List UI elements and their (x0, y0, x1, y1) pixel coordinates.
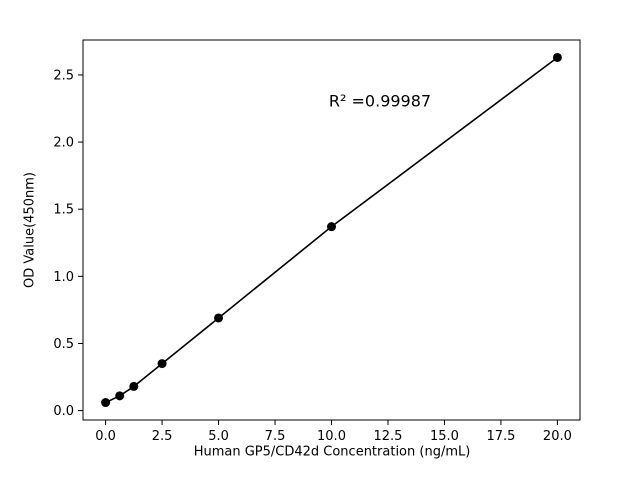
x-tick-label: 0.0 (95, 429, 116, 444)
x-tick-label: 20.0 (543, 429, 572, 444)
data-point (327, 222, 336, 232)
y-tick-label: 0.5 (53, 337, 74, 352)
data-point (129, 381, 139, 391)
y-tick-label: 2.0 (53, 136, 74, 151)
y-tick-label: 2.5 (53, 68, 74, 83)
data-point (157, 359, 167, 369)
x-tick-label: 12.5 (374, 429, 403, 444)
x-axis-label: Human GP5/CD42d Concentration (ng/mL) (193, 444, 471, 460)
y-tick-label: 1.0 (53, 270, 74, 285)
x-tick-label: 15.0 (430, 429, 459, 444)
x-tick-label: 7.5 (265, 429, 286, 444)
r-squared-annotation: R² =0.99987 (328, 91, 432, 111)
data-point (115, 391, 125, 401)
y-tick-label: 1.5 (53, 203, 74, 218)
y-tick-label: 0.0 (53, 404, 74, 419)
x-tick-label: 10.0 (317, 429, 346, 444)
data-point (214, 313, 224, 323)
data-point (101, 398, 111, 408)
y-axis-label: OD Value(450nm) (22, 172, 38, 288)
x-tick-label: 2.5 (152, 429, 173, 444)
data-point (552, 52, 562, 62)
x-tick-label: 17.5 (486, 429, 515, 444)
x-tick-label: 5.0 (208, 429, 229, 444)
